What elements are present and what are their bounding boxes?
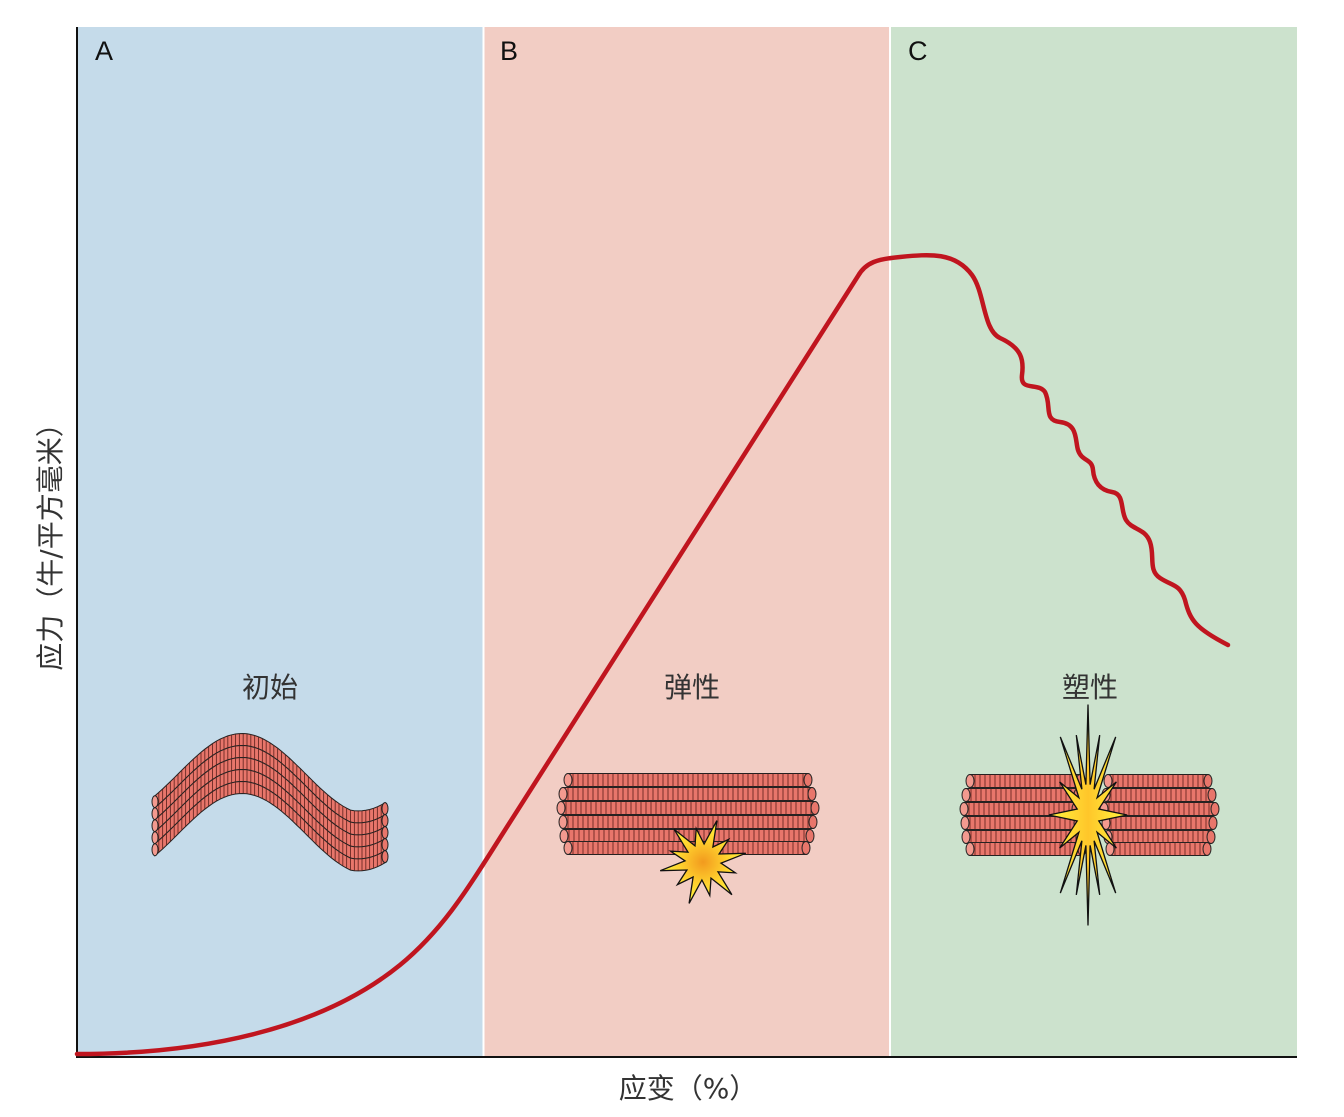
zone-c-letter: C	[908, 36, 928, 66]
straight-fibers-rupture-icon	[959, 704, 1220, 926]
zone-c-label: 塑性	[1062, 671, 1118, 704]
partial-tear-burst-icon	[659, 820, 747, 904]
rupture-burst-icon	[1048, 704, 1128, 926]
zone-a-letter: A	[95, 36, 113, 66]
zone-b-label: 弹性	[664, 671, 720, 704]
zone-c-background	[890, 27, 1297, 1057]
stress-strain-curve	[74, 252, 1231, 1057]
zone-b-letter: B	[500, 36, 518, 66]
y-axis-label: 应力（牛/平方毫米）	[34, 409, 67, 670]
zone-a-background	[77, 27, 483, 1057]
zone-a-label: 初始	[242, 671, 298, 704]
straight-fibers-partial-tear-icon	[556, 773, 820, 904]
wavy-fibers-icon	[151, 732, 389, 872]
x-axis-label: 应变（%）	[619, 1072, 758, 1105]
